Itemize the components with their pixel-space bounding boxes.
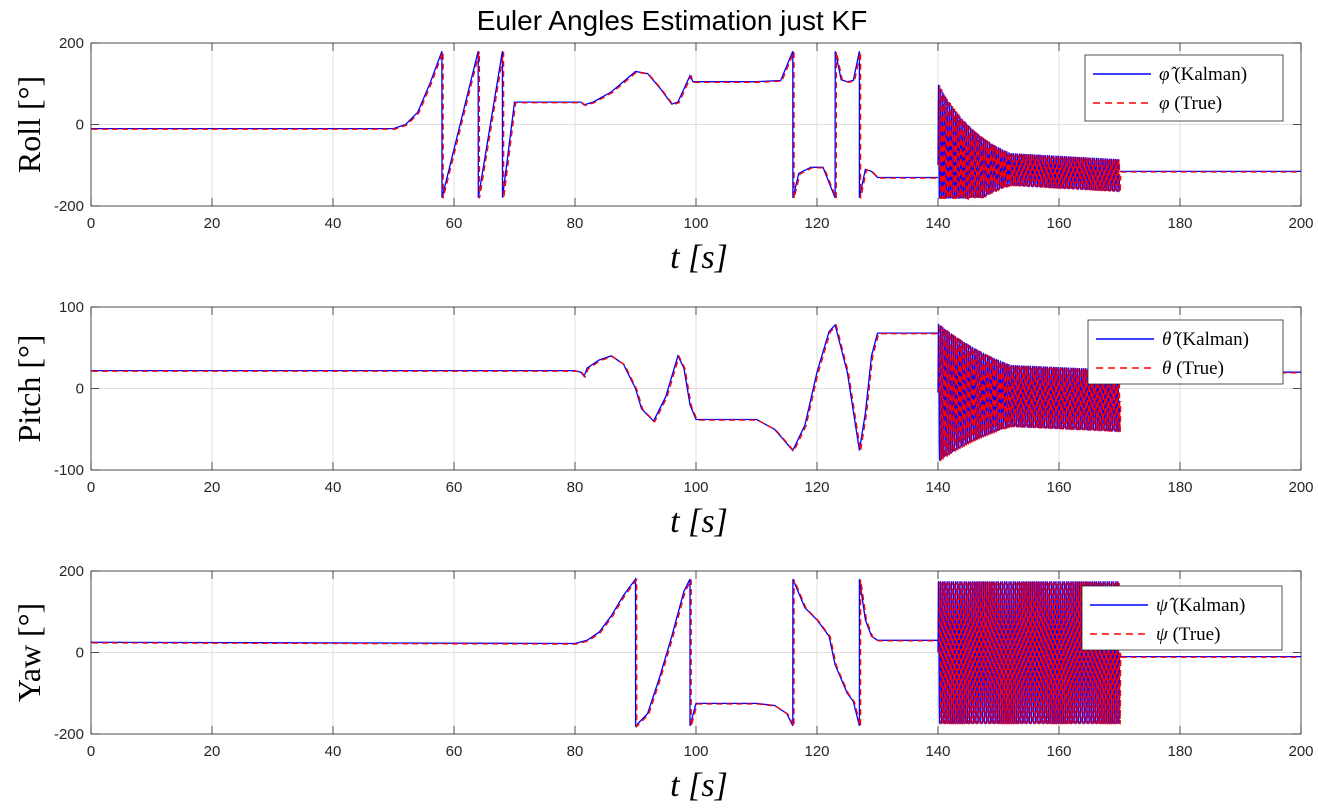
- x-tick-label: 20: [204, 479, 221, 496]
- x-axis-label: t [s]: [670, 239, 728, 276]
- legend: ψ̂ (Kalman) ψ (True): [1081, 585, 1283, 651]
- legend-text: (Kalman): [1170, 64, 1248, 85]
- series-true-segment-1: [938, 85, 1122, 201]
- x-tick-label: 180: [1167, 215, 1192, 232]
- series-kalman-segment-0: [91, 323, 938, 452]
- legend-text: (Kalman): [1168, 595, 1246, 616]
- y-tick-label: -200: [54, 726, 84, 743]
- x-tick-label: 40: [325, 743, 342, 760]
- legend: θ̂ (Kalman) θ (True): [1087, 319, 1284, 385]
- x-tick-label: 100: [683, 743, 708, 760]
- legend-symbol: φ: [1159, 93, 1170, 114]
- x-tick-label: 200: [1288, 479, 1313, 496]
- y-tick-label: 0: [76, 117, 84, 134]
- y-axis-label: Pitch [°]: [11, 335, 47, 443]
- y-axis-label: Yaw [°]: [11, 603, 47, 702]
- y-tick-label: 100: [59, 299, 84, 316]
- chart-title: Euler Angles Estimation just KF: [477, 5, 868, 36]
- series-kalman-segment-1: [937, 84, 1121, 200]
- legend-entry: ψ̂ (Kalman): [1156, 595, 1245, 616]
- legend-symbol: θ: [1162, 358, 1171, 379]
- y-tick-label: 0: [76, 381, 84, 398]
- axes-root: 0 20 40 60 80 100 120 140 160 180 200-2000200Roll …: [11, 35, 1314, 804]
- x-tick-label: 60: [446, 215, 463, 232]
- subplot-pitch: 0 20 40 60 80 100 120 140 160 180 200-1000100Pitch…: [11, 299, 1314, 540]
- x-tick-label: 60: [446, 479, 463, 496]
- x-tick-label: 0: [87, 479, 95, 496]
- legend-entry: φ̂ (Kalman): [1159, 64, 1247, 85]
- legend-text: (Kalman): [1171, 329, 1249, 350]
- legend-box: [1084, 54, 1284, 122]
- legend-symbol: ψ: [1156, 624, 1169, 645]
- x-tick-label: 140: [925, 479, 950, 496]
- x-tick-label: 80: [567, 215, 584, 232]
- series-true-segment-1: [938, 581, 1122, 725]
- x-tick-label: 120: [804, 479, 829, 496]
- y-tick-label: 200: [59, 563, 84, 580]
- y-axis-label: Roll [°]: [11, 76, 47, 173]
- y-tick-label: -100: [54, 462, 84, 479]
- x-tick-label: 120: [804, 743, 829, 760]
- x-axis-label: t [s]: [670, 767, 728, 804]
- x-tick-label: 100: [683, 479, 708, 496]
- y-tick-label: 0: [76, 645, 84, 662]
- x-tick-label: 160: [1046, 215, 1071, 232]
- x-tick-label: 140: [925, 743, 950, 760]
- series-true-segment-0: [92, 324, 940, 453]
- y-tick-label: -200: [54, 198, 84, 215]
- x-axis-label: t [s]: [670, 503, 728, 540]
- x-tick-label: 160: [1046, 743, 1071, 760]
- series-kalman-segment-0: [91, 577, 938, 728]
- legend-text: (True): [1168, 624, 1221, 645]
- legend-entry: φ (True): [1159, 93, 1222, 114]
- series-true-segment-0: [92, 51, 940, 199]
- legend-box: [1087, 319, 1284, 385]
- x-tick-label: 40: [325, 479, 342, 496]
- x-tick-label: 160: [1046, 479, 1071, 496]
- legend-entry: θ̂ (Kalman): [1162, 329, 1249, 350]
- x-tick-label: 60: [446, 743, 463, 760]
- x-tick-label: 140: [925, 215, 950, 232]
- legend: φ̂ (Kalman) φ (True): [1084, 54, 1284, 122]
- legend-text: (True): [1171, 358, 1224, 379]
- x-tick-label: 80: [567, 479, 584, 496]
- legend-box: [1081, 585, 1283, 651]
- series-true-segment-0: [92, 577, 940, 729]
- x-tick-label: 200: [1288, 743, 1313, 760]
- x-tick-label: 20: [204, 215, 221, 232]
- legend-entry: ψ (True): [1156, 624, 1220, 645]
- series-true-segment-1: [938, 324, 1122, 462]
- x-tick-label: 180: [1167, 743, 1192, 760]
- x-tick-label: 180: [1167, 479, 1192, 496]
- x-tick-label: 40: [325, 215, 342, 232]
- y-tick-label: 200: [59, 35, 84, 52]
- series-group: [91, 577, 1301, 729]
- x-tick-label: 80: [567, 743, 584, 760]
- x-tick-label: 100: [683, 215, 708, 232]
- x-tick-label: 0: [87, 215, 95, 232]
- x-tick-label: 200: [1288, 215, 1313, 232]
- series-kalman-segment-0: [91, 50, 938, 199]
- legend-entry: θ (True): [1162, 358, 1224, 379]
- x-tick-label: 120: [804, 215, 829, 232]
- x-tick-label: 0: [87, 743, 95, 760]
- legend-text: (True): [1170, 93, 1223, 114]
- series-group: [91, 50, 1301, 201]
- x-tick-label: 20: [204, 743, 221, 760]
- subplot-roll: 0 20 40 60 80 100 120 140 160 180 200-2000200Roll …: [11, 35, 1314, 276]
